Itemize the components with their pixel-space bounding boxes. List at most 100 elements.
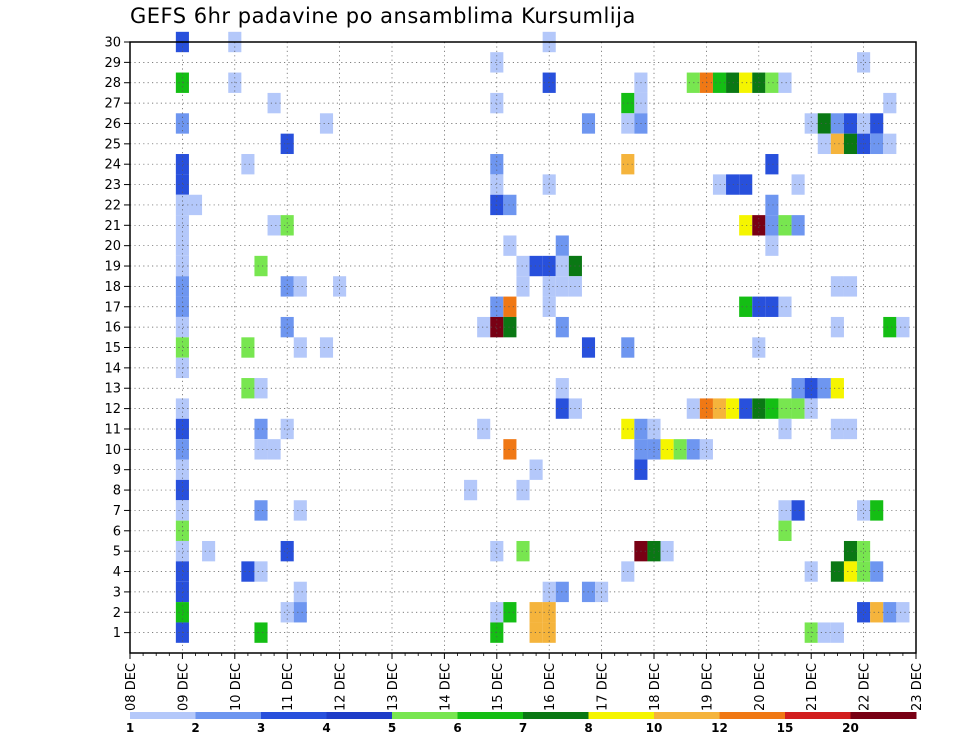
heatmap-cell (175, 602, 189, 623)
heatmap-cell (529, 255, 543, 277)
heatmap-cell (241, 561, 255, 582)
x-tick-label: 18 DEC (648, 663, 663, 711)
heatmap-cell (765, 296, 779, 317)
heatmap-cell (254, 622, 268, 643)
heatmap-cell (870, 602, 884, 623)
heatmap-cell (726, 398, 740, 419)
heatmap-cell (843, 418, 858, 440)
y-tick-label: 29 (104, 56, 121, 71)
y-tick-label: 27 (104, 97, 121, 112)
legend-swatch (130, 712, 196, 719)
legend-label: 20 (842, 721, 859, 735)
heatmap-cell (883, 92, 897, 114)
color-legend: 1 2 3 4 5 6 7 8 10 12 15 20 (126, 712, 917, 735)
heatmap-cell (267, 215, 281, 236)
y-tick-label: 12 (104, 402, 121, 417)
x-tick-label: 08 DEC (124, 663, 139, 711)
heatmap-cell (830, 418, 844, 440)
y-tick-label: 2 (113, 606, 121, 621)
heatmap-cell (739, 174, 753, 195)
heatmap-cell (516, 479, 530, 501)
heatmap-cell (752, 337, 766, 358)
heatmap-cell (726, 72, 740, 93)
heatmap-cell (830, 276, 844, 297)
heatmap-cell (175, 581, 189, 603)
x-tick-label: 19 DEC (700, 663, 715, 711)
heatmap-cell (765, 154, 779, 175)
heatmap-cell (857, 500, 871, 521)
y-tick-label: 1 (113, 626, 121, 641)
heatmap-cell (765, 215, 779, 236)
y-tick-label: 24 (104, 158, 121, 173)
heatmap-cell (739, 215, 753, 236)
x-tick-label: 15 DEC (491, 663, 506, 711)
heatmap-cell (280, 215, 294, 236)
heatmap-cell (870, 133, 884, 155)
heatmap-cell (843, 561, 858, 582)
legend-swatch (457, 712, 524, 719)
y-tick-label: 22 (104, 198, 121, 213)
heatmap-cell (293, 337, 307, 358)
heatmap-cell (254, 561, 268, 582)
heatmap-cell (817, 378, 831, 399)
heatmap-cell (175, 316, 189, 338)
heatmap-cell (516, 540, 530, 562)
heatmap-cell (739, 72, 753, 93)
heatmap-cell (843, 113, 858, 134)
heatmap-cell (280, 602, 294, 623)
heatmap-cell (870, 500, 884, 521)
heatmap-cell (490, 174, 504, 195)
legend-swatch (523, 712, 589, 719)
legend-swatch (850, 712, 917, 719)
heatmap-cell (254, 500, 268, 521)
heatmap-cell (503, 235, 517, 256)
y-tick-label: 30 (104, 36, 121, 51)
heatmap-cell (293, 500, 307, 521)
legend-swatch (261, 712, 327, 719)
heatmap-cell (175, 500, 189, 521)
y-tick-label: 11 (104, 422, 121, 437)
heatmap-cell (791, 215, 805, 236)
heatmap-cell (175, 540, 189, 562)
y-tick-label: 14 (104, 361, 121, 376)
heatmap-cell (778, 296, 792, 317)
heatmap-cell (175, 235, 189, 256)
x-tick-label: 20 DEC (753, 663, 768, 711)
heatmap-cell (188, 194, 203, 216)
heatmap-cell (490, 602, 504, 623)
heatmap-cell (712, 72, 727, 93)
heatmap-cell (503, 194, 517, 216)
heatmap-cell (883, 133, 897, 155)
y-tick-label: 13 (104, 382, 121, 397)
heatmap-cell (175, 276, 189, 297)
heatmap-cell (175, 174, 189, 195)
legend-swatch (326, 712, 393, 719)
heatmap-cell (804, 561, 818, 582)
heatmap-cell (804, 378, 818, 399)
heatmap-cell (883, 316, 897, 338)
y-tick-label: 18 (104, 280, 121, 295)
heatmap-cell (778, 418, 792, 440)
heatmap-cell (870, 561, 884, 582)
y-tick-label: 19 (104, 260, 121, 275)
heatmap-cell (791, 174, 805, 195)
heatmap-cell (778, 500, 792, 521)
heatmap-cell (333, 276, 347, 297)
heatmap-cell (503, 316, 517, 338)
heatmap-cell (765, 398, 779, 419)
heatmap-cell (319, 337, 334, 358)
y-tick-label: 21 (104, 219, 121, 234)
heatmap-cell (791, 378, 805, 399)
legend-label: 7 (519, 721, 527, 735)
heatmap-cell (870, 113, 884, 134)
heatmap-cell (175, 418, 189, 440)
heatmap-cell (267, 92, 281, 114)
heatmap-cell (699, 439, 713, 460)
heatmap-cell (739, 296, 753, 317)
x-tick-label: 11 DEC (281, 663, 296, 711)
heatmap-cell (280, 316, 294, 338)
heatmap-cell (241, 154, 255, 175)
heatmap-cell (739, 398, 753, 419)
heatmap-cell (280, 276, 294, 297)
heatmap-cell (516, 255, 530, 277)
